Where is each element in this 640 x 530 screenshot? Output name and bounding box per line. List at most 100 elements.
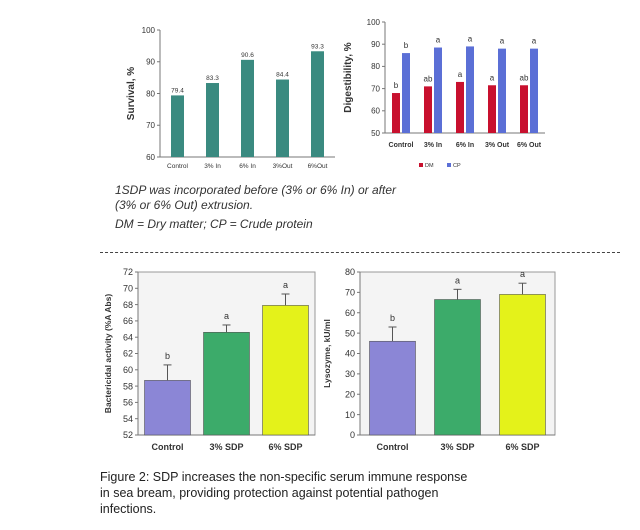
y-tick-label: 70 (146, 121, 155, 130)
significance-letter: ab (424, 74, 433, 83)
data-label: 90.6 (241, 52, 254, 59)
bar-cp (530, 48, 538, 133)
figure-caption-line-1: Figure 2: SDP increases the non-specific… (100, 470, 468, 484)
y-tick-label: 54 (123, 414, 133, 424)
bar-cp (498, 48, 506, 133)
footnote-extrusion: (3% or 6% Out) extrusion. (115, 198, 254, 212)
y-tick-label: 50 (345, 328, 355, 338)
y-tick-label: 0 (350, 430, 355, 440)
bar (499, 294, 546, 436)
y-tick-label: 60 (146, 153, 155, 162)
significance-letter: b (165, 351, 170, 361)
bar (262, 305, 309, 436)
y-tick-label: 100 (142, 26, 156, 35)
significance-letter: a (224, 311, 229, 321)
top-charts: 60 70 80 90 100 Survival, % 79.4 Control 83.3 3% … (126, 18, 545, 170)
x-tick-label: Control (167, 163, 189, 170)
significance-letter: a (468, 34, 473, 43)
x-tick-label: 3%Out (273, 163, 293, 170)
x-tick-label: 6% In (456, 142, 474, 149)
y-tick-label: 68 (123, 300, 133, 310)
y-axis-label: Digestibility, % (343, 42, 354, 112)
y-axis-label: Bactericidal activity (%A Abs) (103, 294, 113, 414)
bar (144, 380, 191, 436)
bar-dm (392, 93, 400, 133)
y-tick-label: 60 (345, 308, 355, 318)
y-tick-label: 40 (345, 349, 355, 359)
bar (369, 340, 416, 436)
bar-dm (488, 85, 496, 133)
legend-swatch-dm (419, 163, 423, 167)
y-tick-label: 52 (123, 430, 133, 440)
digestibility-chart: 50 60 70 80 90 100 Digestibility, % b b Control ab… (343, 18, 545, 169)
y-tick-label: 72 (123, 267, 133, 277)
bar-cp (466, 46, 474, 133)
y-tick-label: 80 (345, 267, 355, 277)
footnote-abbreviations: DM = Dry matter; CP = Crude protein (115, 217, 313, 231)
data-label: 83.3 (206, 75, 219, 82)
data-label: 84.4 (276, 72, 289, 79)
y-tick-label: 100 (367, 18, 381, 27)
y-tick-label: 62 (123, 349, 133, 359)
significance-letter: a (458, 70, 463, 79)
significance-letter: a (455, 275, 460, 285)
bar-cp (434, 47, 442, 133)
y-tick-label: 58 (123, 381, 133, 391)
y-tick-label: 90 (146, 58, 155, 67)
y-axis-label: Survival, % (126, 67, 137, 120)
bar-dm (424, 86, 432, 133)
y-tick-label: 10 (345, 410, 355, 420)
bar (311, 51, 324, 157)
x-tick-label: 6% SDP (268, 442, 302, 452)
footnote-sdp-incorporation: 1SDP was incorporated before (3% or 6% I… (115, 183, 397, 197)
survival-chart: 60 70 80 90 100 Survival, % 79.4 Control 83.3 3% … (126, 26, 335, 170)
y-tick-label: 70 (345, 288, 355, 298)
bactericidal-chart: 52 54 56 58 60 62 64 66 68 70 72 Bactericidal activ… (103, 267, 316, 452)
x-tick-label: Control (152, 442, 184, 452)
significance-letter: b (394, 81, 399, 90)
figure-caption-line-2: in sea bream, providing protection again… (100, 486, 439, 500)
y-tick-label: 60 (371, 107, 380, 116)
bar-dm (456, 81, 464, 133)
bar (276, 79, 289, 157)
y-axis-label: Lysozyme, kU/ml (322, 319, 332, 388)
y-tick-label: 56 (123, 398, 133, 408)
significance-letter: b (404, 41, 409, 50)
data-label: 93.3 (311, 43, 324, 50)
y-tick-label: 30 (345, 369, 355, 379)
y-tick-label: 64 (123, 332, 133, 342)
y-tick-label: 70 (371, 84, 380, 93)
significance-letter: ab (520, 73, 529, 82)
x-tick-label: 6%Out (308, 163, 328, 170)
y-tick-label: 66 (123, 316, 133, 326)
bottom-charts: 52 54 56 58 60 62 64 66 68 70 72 Bactericidal activ… (103, 267, 556, 452)
significance-letter: a (532, 37, 537, 46)
bar (171, 95, 184, 157)
x-tick-label: 6% SDP (505, 442, 539, 452)
figure-caption-line-3: infections. (100, 502, 157, 516)
x-tick-label: 6% Out (517, 142, 542, 149)
x-tick-label: 3% SDP (209, 442, 243, 452)
y-tick-label: 80 (146, 89, 155, 98)
significance-letter: a (490, 73, 495, 82)
x-tick-label: Control (377, 442, 409, 452)
bar (203, 332, 250, 436)
significance-letter: b (390, 313, 395, 323)
significance-letter: a (500, 37, 505, 46)
significance-letter: a (520, 269, 525, 279)
significance-letter: a (436, 36, 441, 45)
y-tick-label: 90 (371, 40, 380, 49)
x-tick-label: 3% In (424, 142, 442, 149)
bar-dm (520, 85, 528, 133)
lysozyme-chart: 0 10 20 30 40 50 60 70 80 Lysozyme, kU/ml b Control… (322, 267, 556, 452)
y-tick-label: 20 (345, 389, 355, 399)
y-tick-label: 50 (371, 129, 380, 138)
bar (434, 299, 481, 436)
x-tick-label: 3% SDP (440, 442, 474, 452)
bar-cp (402, 53, 410, 133)
data-label: 79.4 (171, 87, 184, 94)
y-tick-label: 80 (371, 62, 380, 71)
x-tick-label: 6% In (239, 163, 256, 170)
y-tick-label: 60 (123, 365, 133, 375)
x-tick-label: Control (389, 142, 414, 149)
